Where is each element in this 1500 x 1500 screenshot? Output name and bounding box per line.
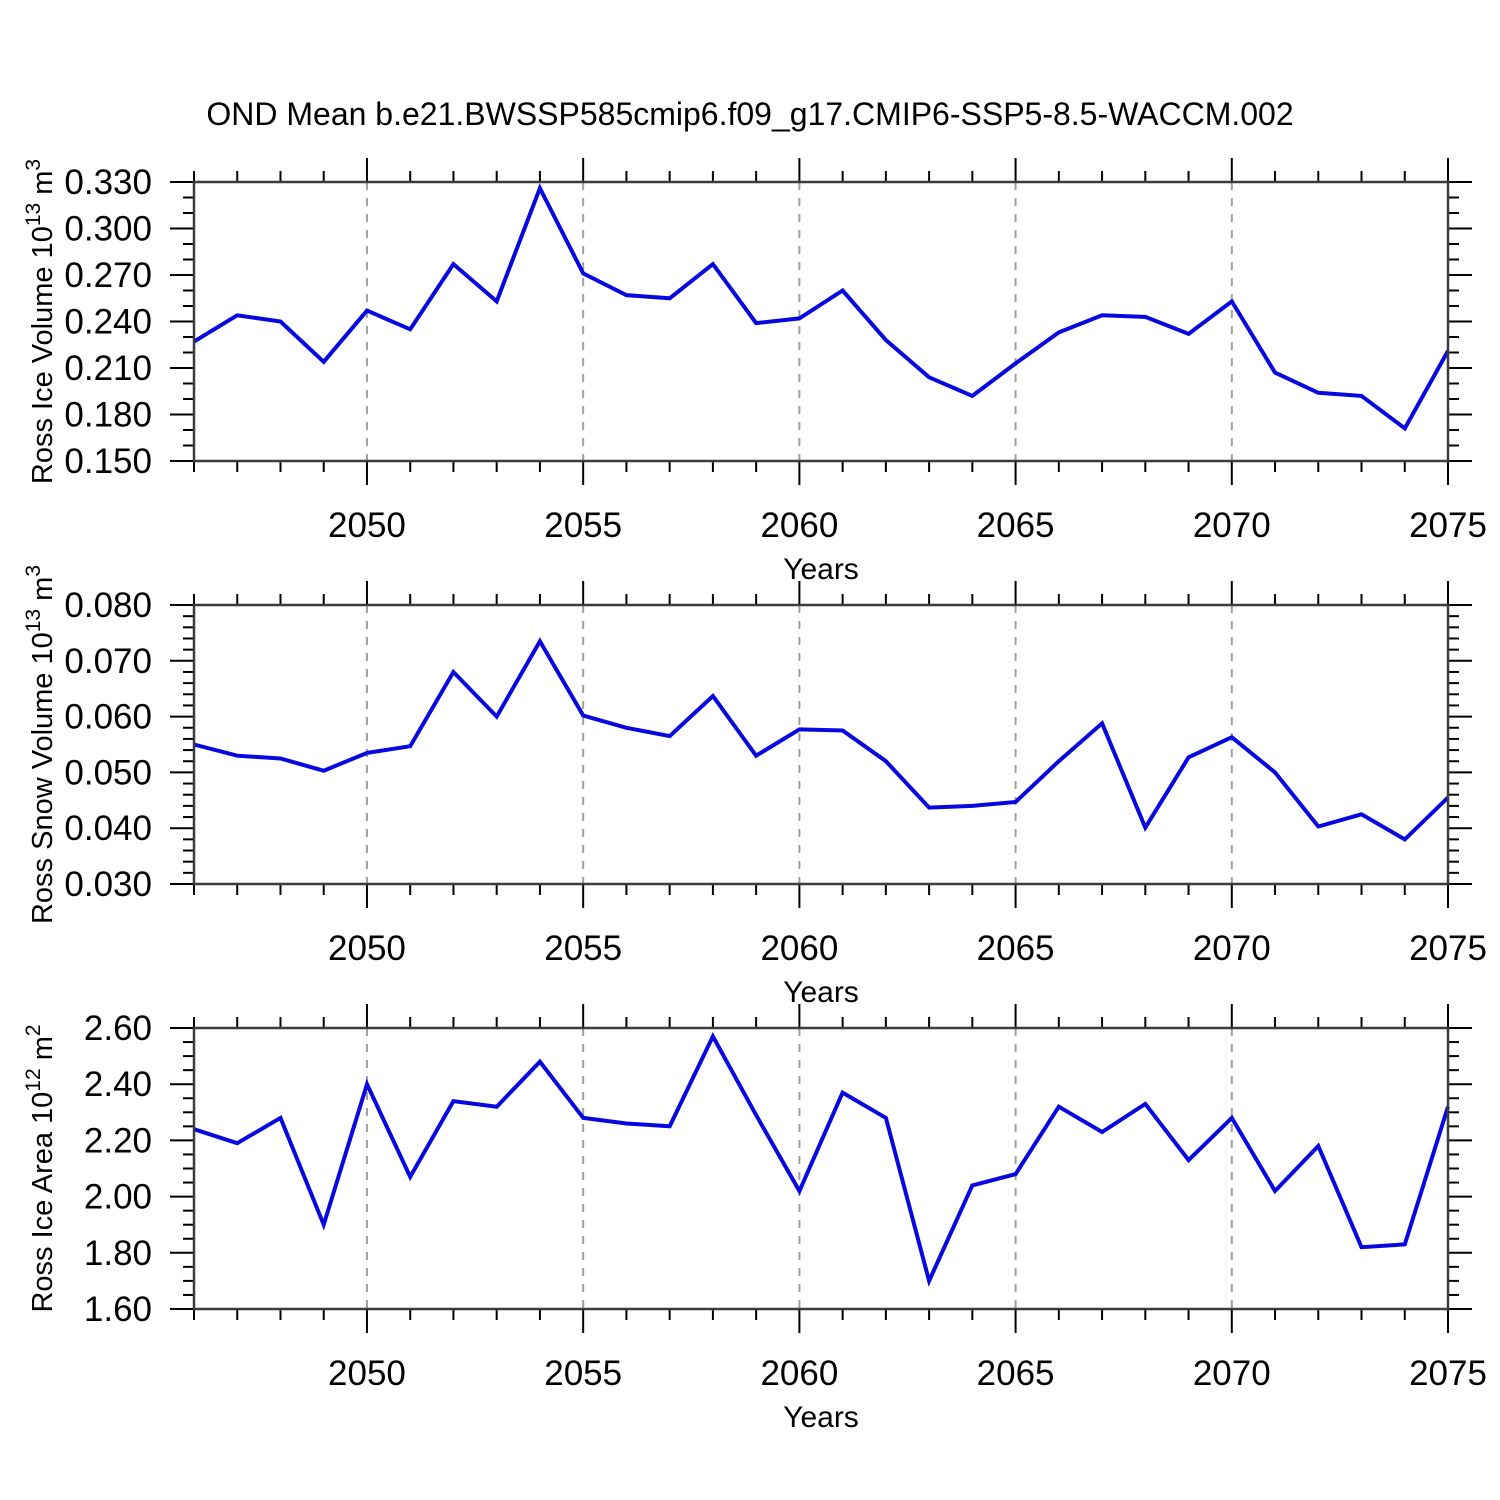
y-tick-label: 2.00 [84, 1178, 152, 1217]
chart-panel-ross-ice-area: 2.60 2.40 2.20 2.00 1.80 1.60 2050 2055 2060 2065… [22, 1004, 1487, 1434]
y-tick-label: 0.050 [64, 753, 152, 792]
plot-frame [192, 1026, 1450, 1311]
x-tick-label: 2050 [328, 929, 406, 968]
x-axis-title: Years [783, 976, 859, 1009]
x-axis-title: Years [783, 1401, 859, 1434]
y-tick-label: 2.40 [84, 1065, 152, 1104]
y-tick-label: 0.030 [64, 865, 152, 904]
y-tick-label: 0.300 [64, 210, 152, 249]
y-tick-label: 1.60 [84, 1290, 152, 1329]
y-tick-label: 0.060 [64, 698, 152, 737]
plot-frame [192, 180, 1450, 463]
data-line-ross-snow-volume [193, 637, 1450, 842]
y-tick-label: 0.240 [64, 303, 152, 342]
x-tick-label: 2060 [760, 929, 838, 968]
y-tick-label: 0.080 [64, 586, 152, 625]
x-tick-label: 2070 [1193, 506, 1271, 545]
x-tick-label: 2060 [760, 1354, 838, 1393]
x-tick-label: 2065 [977, 1354, 1055, 1393]
data-line-ross-ice-area [193, 1032, 1450, 1287]
y-axis-title: Ross Ice Volume 1013 m3 [22, 159, 59, 484]
y-tick-label: 0.270 [64, 256, 152, 295]
y-tick-label: 0.040 [64, 809, 152, 848]
x-tick-label: 2075 [1409, 1354, 1487, 1393]
x-tick-label: 2050 [328, 506, 406, 545]
y-tick-label: 2.20 [84, 1121, 152, 1160]
x-tick-label: 2065 [977, 929, 1055, 968]
x-tick-label: 2065 [977, 506, 1055, 545]
figure-title: OND Mean b.e21.BWSSP585cmip6.f09_g17.CMI… [206, 96, 1294, 132]
y-tick-label: 0.150 [64, 442, 152, 481]
x-tick-label: 2075 [1409, 506, 1487, 545]
plot-frame [192, 603, 1450, 886]
x-tick-label: 2050 [328, 1354, 406, 1393]
x-tick-label: 2055 [544, 506, 622, 545]
y-tick-label: 2.60 [84, 1009, 152, 1048]
y-tick-label: 0.330 [64, 163, 152, 202]
y-axis-title: Ross Snow Volume 1013 m3 [22, 565, 59, 924]
data-line-ross-ice-volume [192, 183, 1450, 432]
x-tick-label: 2055 [544, 1354, 622, 1393]
x-tick-label: 2070 [1193, 1354, 1271, 1393]
y-axis-title: Ross Ice Area 1012 m2 [22, 1024, 59, 1312]
y-tick-label: 0.210 [64, 349, 152, 388]
y-tick-label: 0.070 [64, 642, 152, 681]
y-tick-label: 1.80 [84, 1234, 152, 1273]
x-tick-label: 2075 [1409, 929, 1487, 968]
chart-panel-ross-snow-volume: 0.080 0.070 0.060 0.050 0.040 0.030 2050 2055 20… [22, 565, 1487, 1009]
x-tick-label: 2070 [1193, 929, 1271, 968]
chart-panel-ross-ice-volume: 0.330 0.300 0.270 0.240 0.210 0.180 0.150 2050 2… [22, 158, 1487, 586]
x-axis-title: Years [783, 553, 859, 586]
x-tick-label: 2055 [544, 929, 622, 968]
y-tick-label: 0.180 [64, 396, 152, 435]
x-tick-label: 2060 [760, 506, 838, 545]
